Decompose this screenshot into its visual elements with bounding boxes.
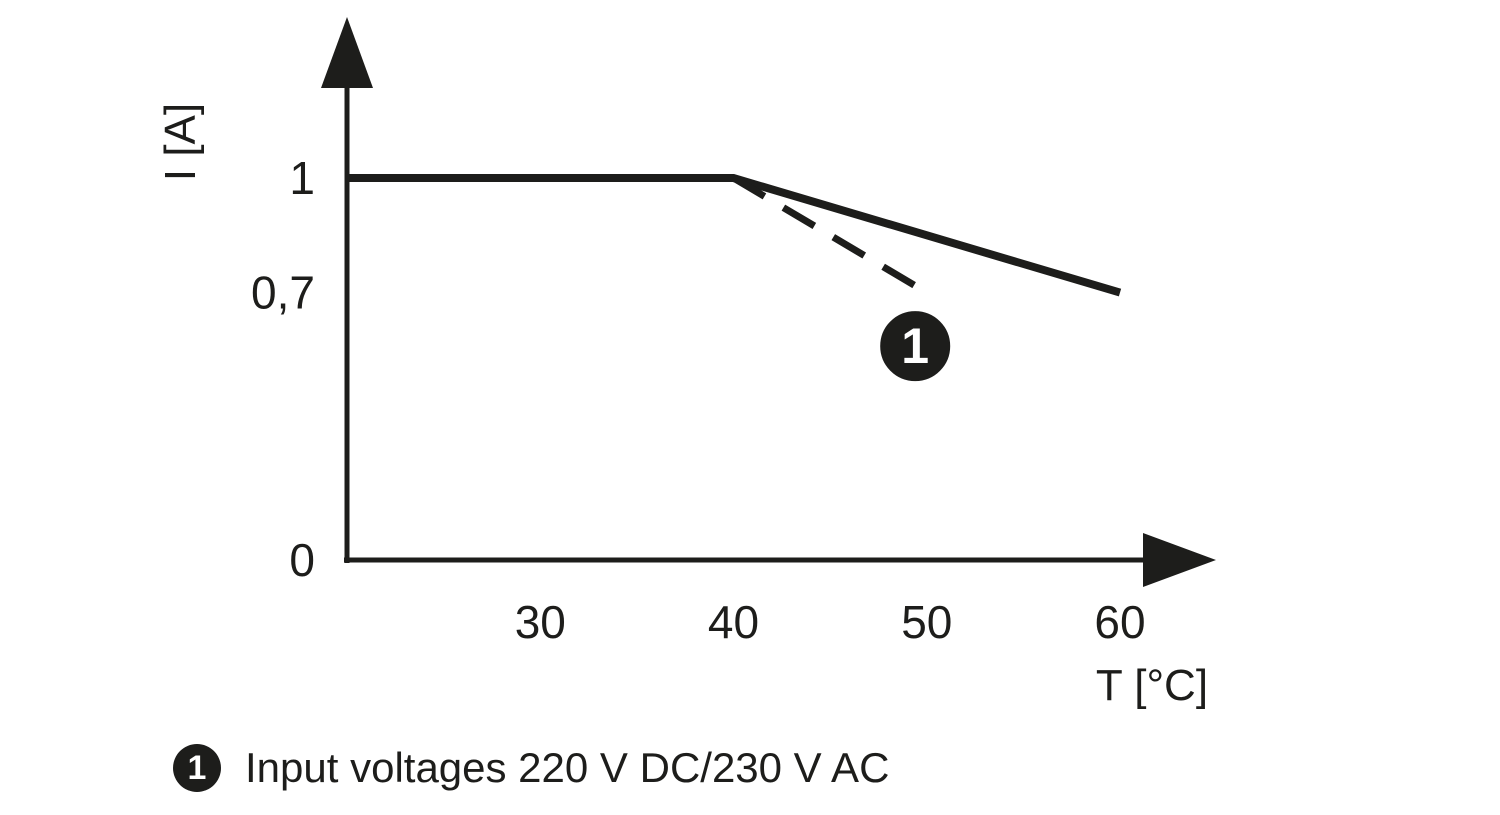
x-tick-label: 30 xyxy=(515,596,566,648)
x-axis-title: T [°C] xyxy=(1096,661,1208,710)
legend: 1 Input voltages 220 V DC/230 V AC xyxy=(173,744,889,792)
x-axis-arrow-icon xyxy=(1143,533,1216,587)
series-dashed xyxy=(731,174,929,296)
y-axis-arrow-icon xyxy=(321,17,373,88)
y-tick-label: 1 xyxy=(289,152,315,204)
x-tick-label: 60 xyxy=(1094,596,1145,648)
y-axis-title: I [A] xyxy=(156,103,205,181)
y-tick-label: 0,7 xyxy=(251,267,315,319)
y-tick-label: 0 xyxy=(289,534,315,586)
series-solid xyxy=(347,174,1122,297)
x-tick-labels: 30 40 50 60 xyxy=(515,596,1146,648)
legend-text: Input voltages 220 V DC/230 V AC xyxy=(245,744,890,791)
legend-marker-badge: 1 xyxy=(173,744,221,792)
x-tick-label: 50 xyxy=(901,596,952,648)
axes xyxy=(321,17,1216,587)
marker-callout: 1 xyxy=(874,305,957,388)
marker-label: 1 xyxy=(901,318,929,374)
marker-circle xyxy=(874,305,957,388)
y-tick-labels: 10,70 xyxy=(251,152,315,586)
x-tick-label: 40 xyxy=(708,596,759,648)
